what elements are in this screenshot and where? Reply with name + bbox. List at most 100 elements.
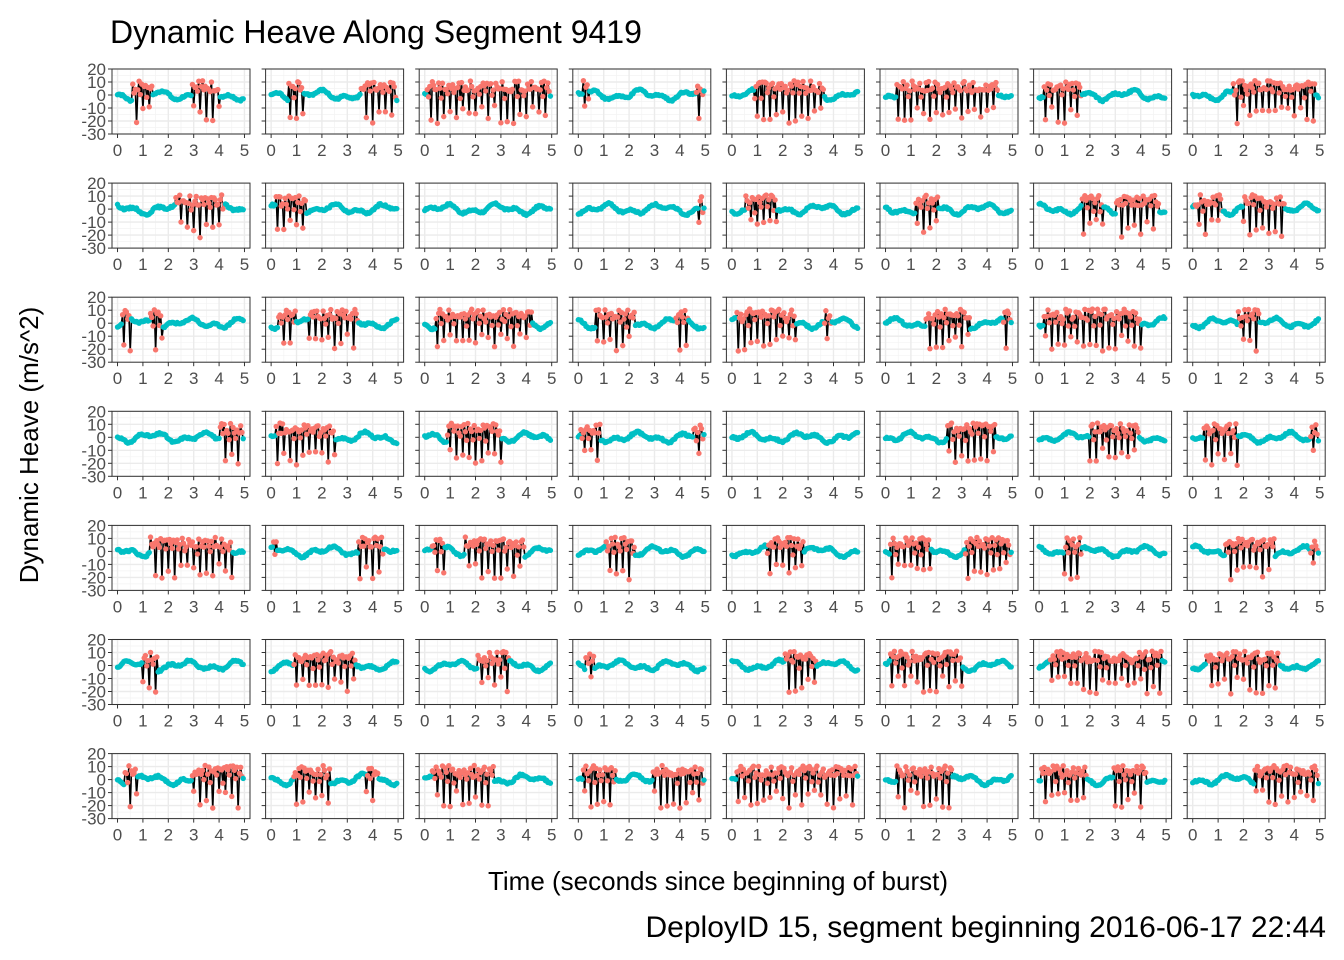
data-point <box>1112 211 1118 217</box>
data-point <box>1077 84 1083 91</box>
x-tick-label: 1 <box>292 141 301 160</box>
data-point <box>128 97 135 104</box>
series-segment <box>1255 83 1259 112</box>
series-segment <box>1274 83 1278 111</box>
series-segment <box>289 198 293 221</box>
data-point <box>984 107 990 114</box>
data-point <box>528 78 535 85</box>
data-point <box>741 346 748 353</box>
data-point <box>504 335 510 342</box>
data-point <box>292 85 298 92</box>
panel-border <box>418 182 558 249</box>
data-point <box>188 92 194 99</box>
data-point <box>1244 91 1251 97</box>
data-point <box>274 324 281 331</box>
data-point <box>460 106 466 112</box>
data-point <box>118 321 125 327</box>
data-point <box>920 110 927 117</box>
data-point <box>190 227 197 234</box>
x-tick-label: 0 <box>574 369 583 388</box>
data-point <box>331 345 338 352</box>
data-point <box>353 311 359 317</box>
data-point <box>514 93 521 100</box>
panel-data <box>1036 192 1168 240</box>
data-point <box>430 82 437 88</box>
data-point <box>457 95 463 102</box>
series-segment <box>954 86 958 110</box>
data-point <box>298 84 305 91</box>
data-point <box>367 88 373 94</box>
data-point <box>950 89 956 96</box>
data-point <box>620 342 626 349</box>
x-tick-label: 2 <box>164 369 173 388</box>
data-point <box>292 308 298 314</box>
series-segment <box>154 313 158 350</box>
data-point <box>312 336 319 342</box>
panel-border <box>879 182 1019 249</box>
data-point <box>434 120 441 127</box>
data-point <box>517 111 523 118</box>
data-point <box>1281 201 1287 207</box>
data-point <box>602 307 608 313</box>
data-point <box>310 314 316 320</box>
data-point <box>152 347 159 353</box>
data-point <box>1301 95 1308 101</box>
data-point <box>772 197 778 203</box>
data-point <box>282 312 288 318</box>
x-tick-label: 0 <box>574 255 583 274</box>
data-point <box>946 109 952 116</box>
data-point <box>901 117 908 123</box>
y-tick-label: -20 <box>81 340 106 359</box>
data-point <box>510 120 517 127</box>
series-segment <box>199 86 203 112</box>
data-point <box>1243 87 1249 93</box>
data-point <box>434 343 441 350</box>
data-point <box>446 307 452 313</box>
data-point <box>499 79 505 85</box>
data-point <box>296 193 302 199</box>
data-point <box>912 210 918 216</box>
series-segment <box>1261 201 1265 228</box>
data-point <box>924 205 931 212</box>
x-tick-label: 4 <box>1136 141 1145 160</box>
data-point <box>939 112 946 118</box>
data-point <box>1212 202 1219 208</box>
data-point <box>771 207 777 214</box>
series-segment <box>538 89 542 112</box>
data-point <box>796 90 802 96</box>
x-tick-label: 5 <box>701 141 710 160</box>
data-point <box>157 313 164 319</box>
x-tick-label: 3 <box>189 255 198 274</box>
series-segment <box>333 318 337 349</box>
y-tick-label: 10 <box>87 73 106 92</box>
data-point <box>203 117 210 123</box>
data-point <box>547 319 554 326</box>
x-tick-label: 4 <box>829 255 838 274</box>
series-segment <box>493 317 497 347</box>
series-segment <box>289 315 293 343</box>
data-point <box>927 225 933 231</box>
data-point <box>491 343 498 350</box>
data-point <box>764 89 771 96</box>
data-point <box>773 218 780 225</box>
x-tick-label: 5 <box>854 255 863 274</box>
data-point <box>1311 81 1318 87</box>
x-tick-label: 0 <box>727 255 736 274</box>
data-point <box>504 118 510 125</box>
data-point <box>197 109 203 115</box>
data-point <box>1272 107 1278 114</box>
y-tick-label: 20 <box>87 174 106 193</box>
data-point <box>482 319 489 325</box>
data-point <box>149 83 155 89</box>
data-point <box>130 81 136 87</box>
x-tick-label: 1 <box>599 369 608 388</box>
data-point <box>957 87 964 94</box>
series-segment <box>506 316 510 339</box>
data-point <box>1150 226 1157 232</box>
